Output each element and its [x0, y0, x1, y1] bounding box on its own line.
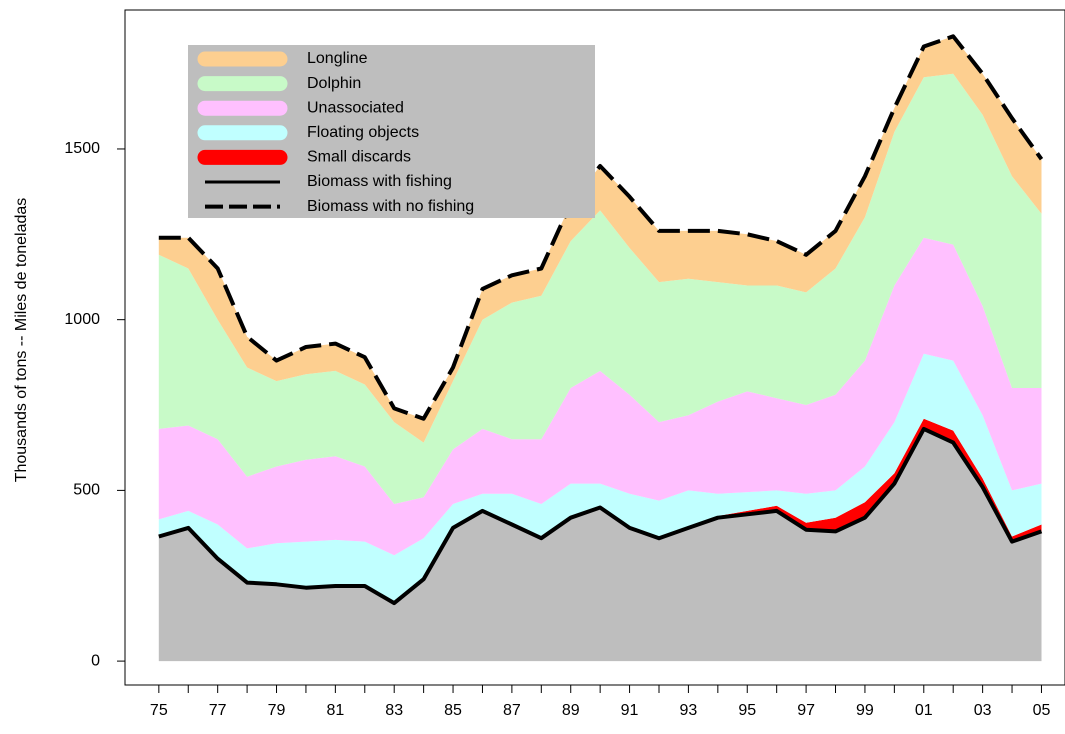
- x-tick-label: 01: [915, 702, 933, 719]
- x-tick-label: 81: [326, 702, 344, 719]
- x-tick-label: 87: [503, 702, 521, 719]
- base-area: [158, 428, 1042, 662]
- x-tick-label: 89: [562, 702, 580, 719]
- x-tick-label: 05: [1033, 702, 1051, 719]
- stacked-area: [158, 353, 1042, 604]
- y-tick-label: 500: [73, 482, 100, 499]
- legend: Longline Dolphin Unassociated Floating obje…: [188, 45, 595, 218]
- stacked-area: [158, 418, 1042, 604]
- x-tick-label: 75: [150, 702, 168, 719]
- x-tick-label: 79: [268, 702, 286, 719]
- x-tick-label: 85: [444, 702, 462, 719]
- x-tick-label: 03: [974, 702, 992, 719]
- x-tick-label: 99: [856, 702, 874, 719]
- x-tick-label: 97: [797, 702, 815, 719]
- stacked-area: [158, 73, 1042, 505]
- legend-label: Unassociated: [307, 99, 404, 116]
- y-tick-label: 1500: [64, 140, 100, 157]
- x-tick-label: 93: [680, 702, 698, 719]
- x-tick-label: 77: [209, 702, 227, 719]
- legend-label: Small discards: [307, 149, 411, 166]
- legend-label: Biomass with fishing: [307, 173, 452, 190]
- y-axis-label: Thousands of tons -- Miles de toneladas: [13, 198, 30, 483]
- biomass-line: [158, 426, 1043, 606]
- legend-label: Dolphin: [307, 75, 361, 92]
- y-tick-label: 0: [91, 652, 100, 669]
- x-tick-label: 95: [738, 702, 756, 719]
- biomass-line: [158, 34, 1044, 421]
- y-tick-label: 1000: [64, 311, 100, 328]
- stacked-area: [158, 237, 1042, 556]
- x-tick-label: 83: [385, 702, 403, 719]
- legend-label: Floating objects: [307, 124, 419, 141]
- legend-label: Biomass with no fishing: [307, 198, 474, 215]
- plot-frame: [124, 9, 1065, 686]
- x-tick-label: 91: [621, 702, 639, 719]
- legend-label: Longline: [307, 50, 368, 67]
